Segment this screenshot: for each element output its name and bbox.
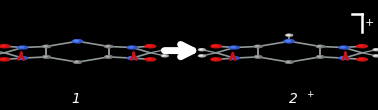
Circle shape: [161, 55, 168, 57]
Circle shape: [318, 56, 321, 57]
Circle shape: [256, 46, 259, 47]
Circle shape: [74, 61, 81, 63]
Circle shape: [145, 45, 156, 48]
Circle shape: [373, 55, 378, 57]
Circle shape: [75, 61, 78, 62]
Circle shape: [105, 45, 112, 48]
Circle shape: [286, 34, 293, 36]
Circle shape: [231, 57, 235, 58]
Circle shape: [127, 57, 137, 60]
Circle shape: [0, 45, 10, 48]
Circle shape: [341, 57, 345, 58]
Circle shape: [163, 49, 166, 50]
Circle shape: [74, 61, 81, 63]
Circle shape: [127, 46, 137, 49]
Circle shape: [200, 49, 203, 50]
Circle shape: [229, 57, 239, 60]
Circle shape: [198, 49, 205, 51]
Circle shape: [44, 46, 47, 47]
Circle shape: [43, 45, 50, 48]
Circle shape: [147, 58, 152, 60]
Circle shape: [254, 56, 262, 58]
Circle shape: [357, 58, 367, 61]
Circle shape: [44, 56, 47, 57]
Circle shape: [231, 47, 235, 48]
Circle shape: [73, 40, 82, 43]
Circle shape: [211, 58, 222, 61]
Circle shape: [287, 61, 290, 62]
Circle shape: [200, 55, 203, 56]
Circle shape: [129, 57, 133, 58]
Circle shape: [339, 46, 349, 49]
Circle shape: [211, 45, 222, 48]
Circle shape: [318, 46, 321, 47]
Circle shape: [316, 45, 324, 48]
Circle shape: [198, 55, 205, 57]
Circle shape: [339, 57, 349, 60]
Circle shape: [316, 56, 324, 58]
Circle shape: [44, 56, 47, 57]
Circle shape: [43, 45, 50, 48]
Circle shape: [19, 57, 24, 58]
Circle shape: [316, 45, 324, 48]
Circle shape: [106, 46, 109, 47]
Circle shape: [318, 56, 321, 57]
Circle shape: [75, 61, 78, 62]
Circle shape: [18, 46, 28, 49]
Circle shape: [341, 47, 345, 48]
Circle shape: [374, 55, 377, 56]
Circle shape: [44, 46, 47, 47]
Circle shape: [357, 45, 367, 48]
Circle shape: [287, 61, 290, 62]
Circle shape: [106, 56, 109, 57]
Text: +: +: [306, 90, 314, 99]
Circle shape: [163, 55, 166, 56]
Circle shape: [373, 49, 378, 51]
Circle shape: [316, 56, 324, 58]
Circle shape: [106, 46, 109, 47]
Circle shape: [73, 40, 82, 43]
Circle shape: [43, 56, 50, 58]
Circle shape: [1, 58, 6, 60]
Circle shape: [358, 58, 363, 60]
Circle shape: [285, 61, 293, 63]
Circle shape: [284, 40, 294, 43]
Circle shape: [358, 45, 363, 47]
Circle shape: [256, 46, 259, 47]
Circle shape: [147, 45, 152, 47]
Circle shape: [254, 45, 262, 48]
Circle shape: [129, 47, 133, 48]
Circle shape: [284, 40, 294, 43]
Circle shape: [105, 45, 112, 48]
Circle shape: [212, 58, 217, 60]
Circle shape: [256, 56, 259, 57]
Circle shape: [105, 56, 112, 58]
Circle shape: [106, 56, 109, 57]
Circle shape: [254, 56, 262, 58]
Text: 2: 2: [288, 92, 297, 106]
Circle shape: [256, 56, 259, 57]
Circle shape: [1, 45, 6, 47]
Circle shape: [212, 45, 217, 47]
Circle shape: [43, 56, 50, 58]
Circle shape: [0, 58, 10, 61]
Circle shape: [286, 40, 290, 42]
Circle shape: [161, 49, 168, 51]
Circle shape: [286, 40, 290, 42]
Circle shape: [285, 61, 293, 63]
Circle shape: [19, 47, 24, 48]
Circle shape: [318, 46, 321, 47]
Circle shape: [374, 49, 377, 50]
Circle shape: [105, 56, 112, 58]
Circle shape: [74, 40, 79, 42]
Circle shape: [18, 57, 28, 60]
Circle shape: [74, 40, 79, 42]
Text: +: +: [365, 18, 374, 28]
Circle shape: [254, 45, 262, 48]
Text: 1: 1: [71, 92, 80, 106]
Circle shape: [229, 46, 239, 49]
Circle shape: [145, 58, 156, 61]
